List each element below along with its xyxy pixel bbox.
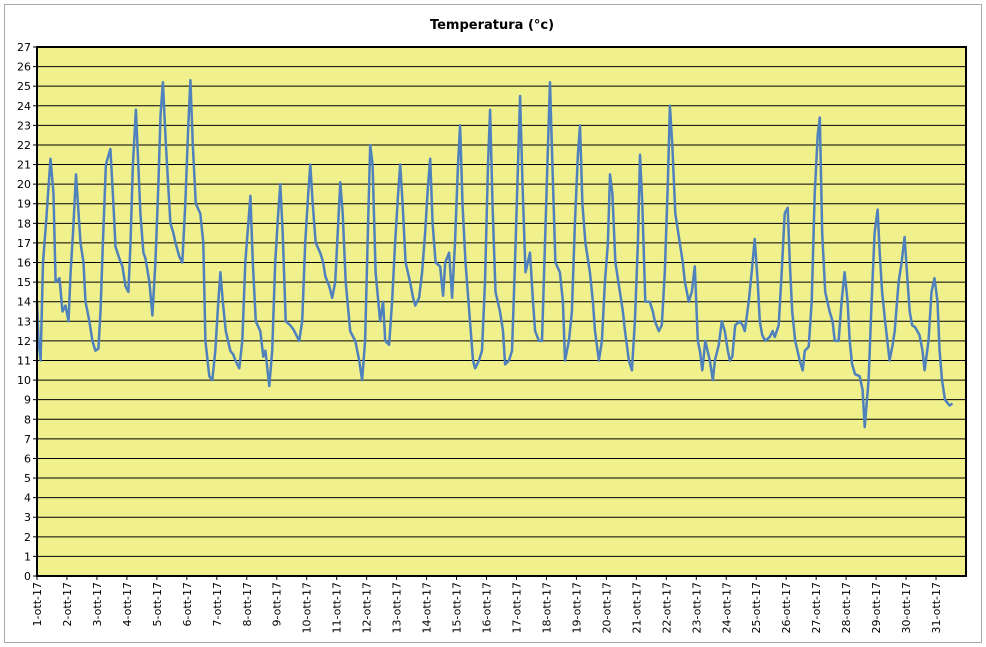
plot-border — [36, 46, 967, 577]
x-tick-label: 26-ott-17 — [780, 582, 793, 634]
y-tick-label: 4 — [24, 492, 31, 505]
x-tick-label: 27-ott-17 — [810, 582, 823, 634]
x-tick-label: 18-ott-17 — [540, 582, 553, 634]
x-tick-label: 12-ott-17 — [361, 582, 374, 634]
x-tick-label: 23-ott-17 — [690, 582, 703, 634]
y-tick-label: 19 — [17, 198, 31, 211]
x-tick-label: 30-ott-17 — [900, 582, 913, 634]
x-tick-label: 9-ott-17 — [271, 582, 284, 627]
y-tick-label: 7 — [24, 433, 31, 446]
y-tick-label: 1 — [24, 550, 31, 563]
y-tick-label: 16 — [17, 257, 31, 270]
x-tick-label: 3-ott-17 — [91, 582, 104, 627]
y-tick-label: 17 — [17, 237, 31, 250]
x-tick-label: 7-ott-17 — [211, 582, 224, 627]
plot-area — [37, 47, 966, 576]
y-tick-label: 10 — [17, 374, 31, 387]
y-tick-label: 24 — [17, 100, 31, 113]
y-tick-label: 3 — [24, 511, 31, 524]
y-tick-label: 12 — [17, 335, 31, 348]
y-tick-label: 23 — [17, 119, 31, 132]
y-tick-label: 8 — [24, 413, 31, 426]
x-tick-label: 8-ott-17 — [241, 582, 254, 627]
series-line-temperatura — [35, 79, 954, 429]
x-tick-label: 17-ott-17 — [510, 582, 523, 634]
x-tick-label: 1-ott-17 — [31, 582, 44, 627]
y-tick-label: 6 — [24, 452, 31, 465]
x-tick-label: 19-ott-17 — [570, 582, 583, 634]
x-axis-ticks: 1-ott-17 2-ott-17 3-ott-17 4-ott-17 5-ott-17… — [31, 576, 943, 634]
y-tick-label: 0 — [24, 570, 31, 583]
y-tick-label: 18 — [17, 217, 31, 230]
x-tick-label: 6-ott-17 — [181, 582, 194, 627]
y-tick-label: 13 — [17, 315, 31, 328]
x-tick-label: 14-ott-17 — [421, 582, 434, 634]
y-tick-label: 2 — [24, 531, 31, 544]
y-tick-label: 22 — [17, 139, 31, 152]
x-tick-label: 28-ott-17 — [840, 582, 853, 634]
x-tick-label: 29-ott-17 — [870, 582, 883, 634]
x-tick-label: 2-ott-17 — [61, 582, 74, 627]
y-tick-label: 26 — [17, 61, 31, 74]
y-tick-label: 21 — [17, 159, 31, 172]
x-tick-label: 15-ott-17 — [451, 582, 464, 634]
chart-title: Temperatura (°c) — [430, 18, 554, 33]
x-tick-label: 21-ott-17 — [630, 582, 643, 634]
y-tick-label: 15 — [17, 276, 31, 289]
x-tick-label: 16-ott-17 — [481, 582, 494, 634]
x-tick-label: 11-ott-17 — [331, 582, 344, 634]
x-tick-label: 13-ott-17 — [391, 582, 404, 634]
y-axis-ticks: 0123456789101112131415161718192021222324… — [17, 41, 37, 583]
x-tick-label: 31-ott-17 — [930, 582, 943, 634]
x-tick-label: 25-ott-17 — [750, 582, 763, 634]
y-tick-label: 11 — [17, 354, 31, 367]
x-tick-label: 20-ott-17 — [600, 582, 613, 634]
x-tick-label: 4-ott-17 — [121, 582, 134, 627]
x-tick-label: 22-ott-17 — [660, 582, 673, 634]
x-tick-label: 5-ott-17 — [151, 582, 164, 627]
y-tick-label: 25 — [17, 80, 31, 93]
y-tick-label: 5 — [24, 472, 31, 485]
y-tick-label: 14 — [17, 296, 31, 309]
x-tick-label: 24-ott-17 — [720, 582, 733, 634]
y-tick-label: 27 — [17, 41, 31, 54]
x-tick-label: 10-ott-17 — [301, 582, 314, 634]
series-layer — [35, 79, 954, 429]
y-tick-label: 20 — [17, 178, 31, 191]
y-tick-label: 9 — [24, 394, 31, 407]
